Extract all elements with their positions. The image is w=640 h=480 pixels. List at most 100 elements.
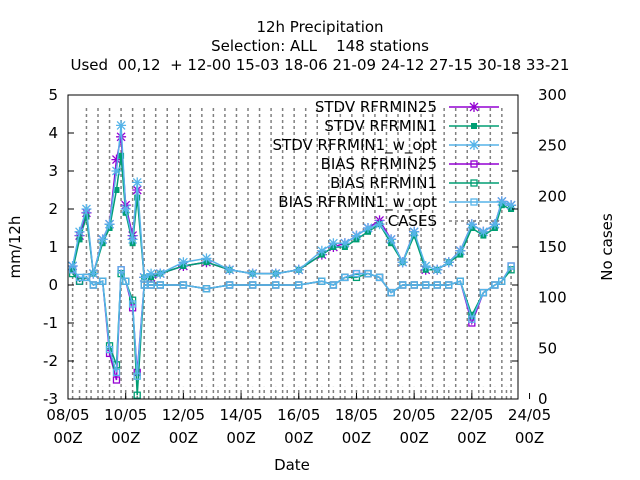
data-point (112, 368, 121, 377)
data-point (272, 281, 280, 289)
data-point (120, 204, 131, 214)
y-axis-label: mm/12h (6, 216, 24, 279)
data-point (133, 372, 141, 380)
data-point (455, 245, 466, 256)
data-point (397, 257, 408, 268)
data-point (156, 281, 164, 289)
data-point (201, 253, 212, 264)
x-tick-label: 12/05 (162, 406, 205, 424)
x-tick-label-hour: 00Z (226, 429, 255, 447)
y-tick-label: 4 (48, 124, 58, 142)
data-point (445, 281, 453, 289)
data-point (469, 102, 479, 112)
data-point (470, 179, 478, 187)
data-point (134, 194, 141, 201)
x-tick-label-hour: 00Z (169, 429, 198, 447)
data-point (409, 226, 420, 237)
data-point (293, 264, 304, 275)
data-point (113, 187, 120, 193)
data-point (375, 273, 384, 282)
x-tick-label-hour: 00Z (53, 429, 82, 447)
x-tick-label-hour: 00Z (457, 429, 486, 447)
y-tick-label: 0 (48, 276, 58, 294)
data-point (67, 261, 78, 271)
data-point (478, 226, 489, 237)
data-point (352, 273, 361, 282)
data-point (318, 277, 326, 285)
series-line (72, 265, 512, 377)
data-point (489, 219, 500, 230)
chart-title: 12h Precipitation (256, 18, 384, 36)
legend-label: BIAS RFRMIN1 (330, 174, 437, 192)
data-point (420, 261, 431, 271)
data-point (76, 236, 83, 243)
legend-label: STDV RFRMIN25 (315, 98, 437, 116)
data-point (178, 257, 189, 268)
legend-label: BIAS RFRMIN1_w_opt (278, 193, 437, 212)
x-tick-label-hour: 00Z (399, 429, 428, 447)
data-point (386, 234, 397, 245)
data-point (112, 376, 121, 384)
data-point (410, 281, 418, 289)
data-point (433, 281, 441, 289)
x-tick-label: 08/05 (46, 406, 89, 424)
data-point (466, 219, 477, 230)
data-point (351, 230, 362, 241)
data-point (443, 257, 454, 268)
y2-tick-label: 150 (538, 238, 567, 256)
data-point (507, 262, 515, 270)
y2-tick-label: 50 (538, 339, 557, 357)
cases-series (71, 105, 512, 399)
data-point (139, 272, 150, 283)
y2-tick-label: 300 (538, 86, 567, 104)
data-point (74, 226, 85, 237)
x-tick-label: 24/05 (508, 406, 551, 424)
data-point (75, 273, 84, 282)
data-point (316, 245, 327, 256)
x-tick-label-hour: 00Z (111, 429, 140, 447)
data-point (179, 281, 188, 289)
data-point (471, 123, 477, 129)
data-point (295, 281, 303, 289)
data-point (498, 277, 506, 285)
x-tick-label: 16/05 (277, 406, 320, 424)
data-point (122, 277, 130, 285)
data-point (81, 204, 92, 214)
data-point (104, 219, 115, 230)
data-point (470, 160, 478, 168)
x-tick-label-hour: 00Z (342, 429, 371, 447)
chart-subtitle: Selection: ALL 148 stations (211, 37, 429, 55)
data-series (67, 120, 517, 399)
data-point (363, 223, 373, 233)
data-point (456, 277, 464, 285)
data-point (118, 152, 125, 159)
data-point (248, 281, 257, 289)
data-point (88, 268, 99, 279)
data-point (132, 177, 143, 188)
data-point (247, 268, 258, 279)
x-tick-label: 22/05 (450, 406, 493, 424)
y2-axis-label: No cases (598, 213, 616, 281)
x-tick-label: 10/05 (104, 406, 147, 424)
data-point (270, 268, 281, 279)
data-point (82, 273, 91, 282)
data-point (341, 273, 349, 282)
data-point (470, 198, 478, 206)
data-point (83, 213, 90, 220)
legend-label: STDV RFRMIN1 (324, 117, 437, 135)
data-point (111, 166, 122, 176)
data-point (68, 266, 77, 274)
data-point (364, 269, 372, 278)
data-point (202, 285, 211, 293)
data-point (387, 288, 395, 297)
data-point (128, 300, 137, 308)
data-point (339, 238, 350, 249)
y2-tick-label: 0 (538, 390, 548, 408)
legend-label: CASES (388, 212, 437, 230)
axes: -3-2-101234505010015020025030008/0500Z10… (43, 86, 567, 447)
data-point (398, 281, 407, 289)
x-axis-label: Date (274, 456, 310, 474)
data-point (117, 266, 125, 274)
